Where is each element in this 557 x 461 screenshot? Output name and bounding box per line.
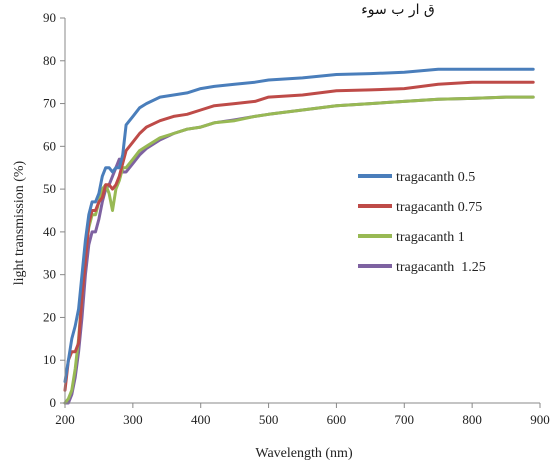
x-tick-label: 500 [259,412,279,427]
x-tick-label: 200 [55,412,75,427]
x-tick-label: 700 [395,412,415,427]
y-axis-title: light transmission (%) [12,160,27,285]
legend: tragacanth 0.5 tragacanth 0.75 tragacanth … [358,170,486,275]
y-tick-label: 10 [43,352,56,367]
top-caption-text: ق ار ب سوء [361,2,435,18]
y-tick-label: 20 [43,309,56,324]
y-tick-label: 0 [50,395,57,410]
y-tick-label: 70 [43,96,56,111]
y-tick-label: 50 [43,181,56,196]
legend-label-4: tragacanth 1.25 [396,260,486,275]
x-tick-label: 600 [327,412,347,427]
y-tick-label: 40 [43,224,56,239]
x-axis: 200 300 400 500 600 700 800 900 [55,402,550,427]
series-line-3 [63,95,535,405]
y-tick-label: 80 [43,53,56,68]
y-tick-label: 30 [43,267,56,282]
legend-label-2: tragacanth 0.75 [396,200,482,215]
x-tick-label: 300 [123,412,143,427]
y-tick-label: 60 [43,138,56,153]
plot-area [63,67,535,405]
series-line-4 [63,95,535,405]
series-line-2 [63,80,535,392]
y-axis: 0 10 20 30 40 50 60 70 80 90 [43,10,66,410]
x-tick-label: 900 [530,412,550,427]
x-tick-label: 400 [191,412,211,427]
legend-label-1: tragacanth 0.5 [396,170,475,185]
series-line-1 [63,67,535,384]
x-axis-title: Wavelength (nm) [255,446,353,461]
y-tick-label: 90 [43,10,56,25]
legend-label-3: tragacanth 1 [396,230,465,245]
x-tick-label: 800 [462,412,482,427]
